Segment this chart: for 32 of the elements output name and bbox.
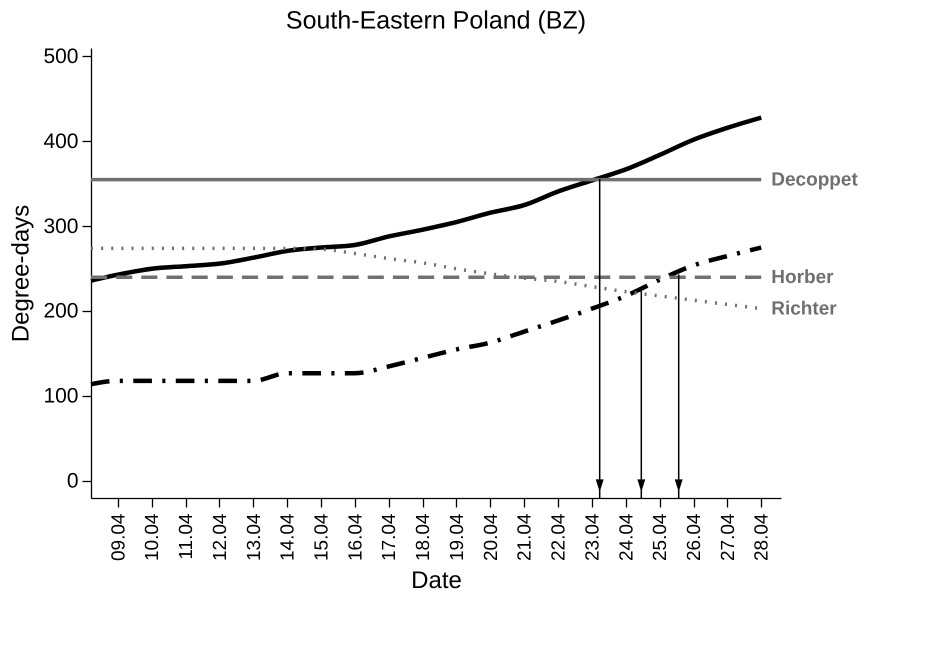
x-axis-title: Date: [411, 567, 462, 594]
x-tick-label: 21.04: [514, 513, 536, 562]
x-tick-label: 20.04: [480, 513, 502, 562]
x-tick-label: 12.04: [210, 513, 231, 562]
y-axis-title: Degree-days: [7, 204, 34, 342]
x-tick-label: 26.04: [684, 513, 706, 562]
y-tick-label: 300: [43, 214, 78, 238]
x-tick-label: 10.04: [142, 513, 164, 562]
y-tick-label: 200: [43, 300, 78, 323]
x-tick-label: 14.04: [278, 513, 299, 562]
chart-title: South-Eastern Poland (BZ): [286, 6, 586, 34]
x-tick-label: 09.04: [108, 513, 130, 562]
series-label: Decoppet: [771, 170, 858, 191]
x-tick-label: 16.04: [345, 513, 366, 562]
x-tick-label: 15.04: [312, 513, 332, 562]
x-tick-label: 13.04: [244, 513, 265, 562]
series-label: Horber: [771, 267, 834, 288]
x-tick-label: 25.04: [650, 513, 672, 562]
series-label: Richter: [771, 298, 838, 320]
x-tick-label: 24.04: [616, 513, 638, 562]
y-tick-label: 400: [43, 130, 78, 153]
x-tick-label: 17.04: [379, 513, 400, 562]
x-tick-label: 27.04: [718, 513, 739, 562]
y-tick-label: 500: [43, 44, 78, 68]
x-tick-label: 19.04: [446, 513, 468, 562]
x-tick-label: 28.04: [752, 513, 773, 562]
x-tick-label: 23.04: [582, 513, 604, 562]
y-tick-label: 100: [43, 384, 78, 408]
x-tick-label: 18.04: [413, 513, 434, 562]
y-tick-label: 0: [66, 470, 78, 493]
x-tick-label: 22.04: [548, 513, 570, 562]
x-tick-label: 11.04: [176, 513, 198, 560]
